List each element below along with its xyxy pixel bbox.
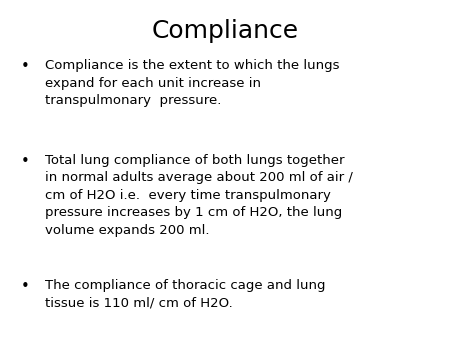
- Text: •: •: [20, 279, 29, 294]
- Text: The compliance of thoracic cage and lung
tissue is 110 ml/ cm of H2O.: The compliance of thoracic cage and lung…: [45, 279, 325, 309]
- Text: Total lung compliance of both lungs together
in normal adults average about 200 : Total lung compliance of both lungs toge…: [45, 154, 353, 237]
- Text: Compliance: Compliance: [152, 19, 298, 43]
- Text: •: •: [20, 154, 29, 169]
- Text: •: •: [20, 59, 29, 74]
- Text: Compliance is the extent to which the lungs
expand for each unit increase in
tra: Compliance is the extent to which the lu…: [45, 59, 339, 107]
